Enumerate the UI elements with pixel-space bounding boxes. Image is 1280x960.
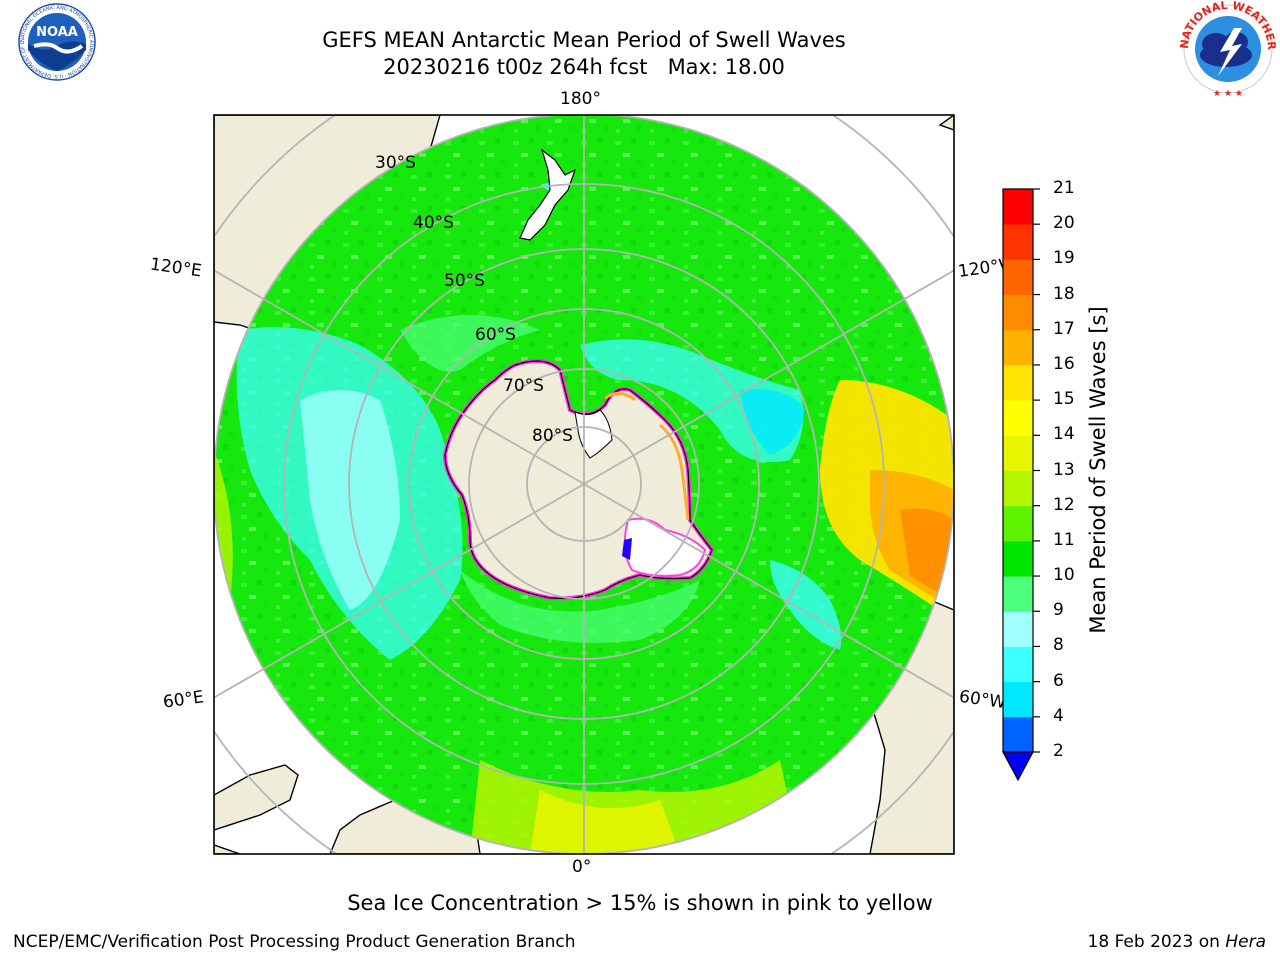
colorbar-tick-label: 4 <box>1053 705 1064 726</box>
land-southern-africa-edge <box>214 844 241 854</box>
colorbar-tick-label: 16 <box>1053 353 1075 374</box>
colorbar-block <box>1003 189 1033 225</box>
colorbar-block <box>1003 716 1033 753</box>
colorbar-tick-label: 21 <box>1053 178 1075 198</box>
land-madagascar <box>214 764 299 831</box>
colorbar-tick-label: 12 <box>1053 494 1075 515</box>
colorbar <box>1001 188 1040 782</box>
colorbar-block <box>1003 681 1033 718</box>
map-frame <box>213 114 955 855</box>
colorbar-tick-label: 10 <box>1053 565 1075 586</box>
lat-label-50s: 50°S <box>444 271 485 291</box>
land-south-america <box>938 115 954 131</box>
colorbar-tick-label: 14 <box>1053 424 1075 445</box>
noaa-logo: NOAA NATIONAL OCEANIC AND ATMOSPHERIC AD… <box>4 2 96 81</box>
colorbar-tick-label: 20 <box>1053 213 1075 234</box>
colorbar-block <box>1003 576 1033 612</box>
colorbar-block <box>1003 540 1033 577</box>
colorbar-block <box>1003 435 1033 471</box>
colorbar-tick-label: 11 <box>1053 529 1075 550</box>
footer-host: Hera <box>1225 932 1266 952</box>
colorbar-block <box>1003 259 1033 296</box>
sea-ice-note: Sea Ice Concentration > 15% is shown in … <box>347 891 933 915</box>
antarctica <box>442 359 715 601</box>
colorbar-block <box>1003 470 1033 507</box>
colorbar-tick-label: 2 <box>1053 741 1064 761</box>
colorbar-block <box>1003 400 1033 436</box>
graticule <box>214 115 954 854</box>
footer-organization: NCEP/EMC/Verification Post Processing Pr… <box>13 932 576 952</box>
lat-label-60s: 60°S <box>475 325 516 345</box>
lat-label-80s: 80°S <box>532 426 573 446</box>
colorbar-tick-label: 8 <box>1053 635 1064 656</box>
colorbar-tick-label: 17 <box>1053 318 1075 339</box>
chart-subtitle: 20230216 t00z 264h fcst Max: 18.00 <box>383 55 785 79</box>
colorbar-tick-label: 19 <box>1053 248 1075 269</box>
colorbar-label: Mean Period of Swell Waves [s] <box>1086 306 1110 634</box>
colorbar-under-triangle <box>1001 751 1035 782</box>
svg-text:NOAA: NOAA <box>36 25 78 40</box>
colorbar-tick-label: 18 <box>1053 283 1075 304</box>
lon-label-180: 180° <box>560 89 601 109</box>
colorbar-tick-label: 15 <box>1053 389 1075 410</box>
land-new-zealand <box>519 148 577 241</box>
colorbar-block <box>1003 224 1033 260</box>
nws-logo: NATIONAL WEATHER SERVICE ★ ★ ★ <box>1176 0 1278 99</box>
colorbar-tick-label: 13 <box>1053 459 1075 480</box>
colorbar-block <box>1003 364 1033 401</box>
lat-label-70s: 70°S <box>503 376 544 396</box>
lat-label-40s: 40°S <box>413 213 454 233</box>
footer-date: 18 Feb 2023 on Hera <box>1087 932 1266 952</box>
colorbar-block <box>1003 329 1033 366</box>
svg-text:★ ★ ★: ★ ★ ★ <box>1213 89 1243 99</box>
colorbar-block <box>1003 505 1033 542</box>
lon-label-0: 0° <box>572 857 592 877</box>
lat-label-30s: 30°S <box>375 153 416 173</box>
chart-title: GEFS MEAN Antarctic Mean Period of Swell… <box>322 28 846 52</box>
colorbar-tick-label: 6 <box>1053 670 1064 691</box>
colorbar-block <box>1003 611 1033 647</box>
colorbar-tick-label: 9 <box>1053 600 1064 621</box>
colorbar-block <box>1003 646 1033 683</box>
colorbar-block <box>1003 294 1033 331</box>
